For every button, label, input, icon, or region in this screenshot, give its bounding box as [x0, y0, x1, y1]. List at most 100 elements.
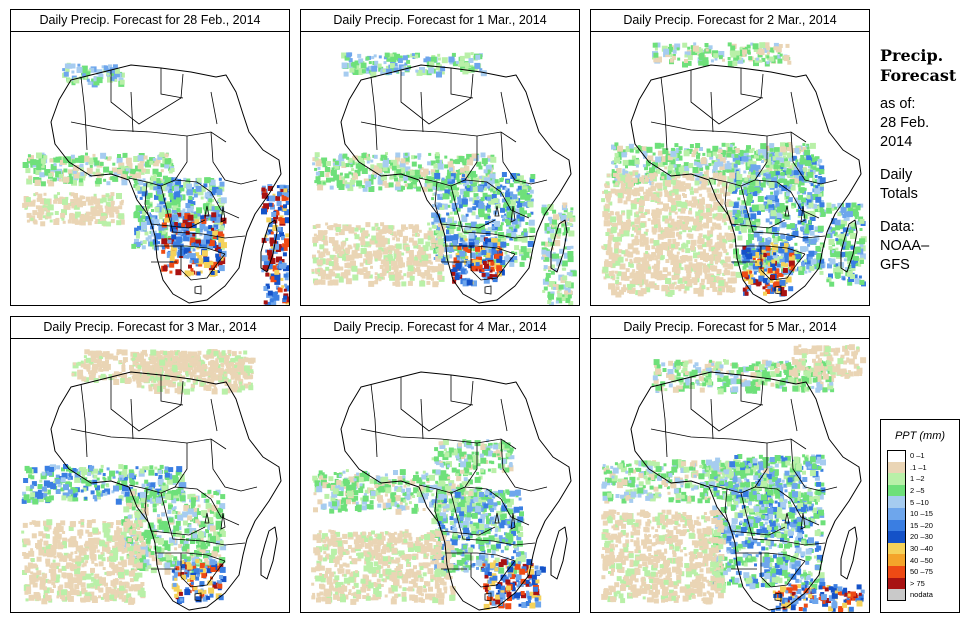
africa-map-svg	[601, 42, 867, 304]
country-border	[464, 179, 530, 219]
lake-outline	[510, 512, 516, 530]
country-border	[210, 91, 218, 125]
country-border	[754, 486, 820, 526]
country-border	[155, 552, 226, 562]
country-border	[130, 398, 134, 440]
country-border	[160, 185, 246, 239]
country-border	[400, 70, 474, 125]
legend-swatch	[887, 473, 906, 485]
precip-cells	[601, 42, 867, 298]
madagascar-coastline	[550, 219, 568, 273]
country-border	[735, 245, 806, 255]
country-border	[370, 76, 378, 151]
lake-outline	[774, 285, 782, 295]
lake-outline	[494, 512, 500, 524]
forecast-panel: Daily Precip. Forecast for 3 Mar., 2014	[10, 316, 290, 613]
country-border	[724, 488, 732, 532]
legend-label: 10 –15	[910, 509, 933, 519]
country-border	[708, 443, 768, 494]
country-border	[130, 91, 134, 133]
legend-swatch	[887, 554, 906, 566]
lake-outline	[800, 205, 806, 223]
panel-title: Daily Precip. Forecast for 28 Feb., 2014	[10, 9, 290, 32]
country-border	[418, 443, 478, 494]
country-border	[150, 219, 206, 229]
country-border	[180, 246, 226, 281]
lake-outline	[194, 592, 202, 602]
data-source-line-2: GFS	[880, 257, 910, 273]
lake-outline	[510, 205, 516, 223]
legend-swatch	[887, 565, 906, 578]
forecast-panel: Daily Precip. Forecast for 1 Mar., 2014	[300, 9, 580, 306]
country-border	[434, 181, 442, 225]
legend-item: > 75	[887, 577, 933, 590]
country-border	[210, 131, 258, 185]
legend-swatch	[887, 449, 906, 463]
country-border	[740, 375, 764, 406]
legend-item: 40 –50	[887, 554, 933, 566]
country-border	[144, 488, 152, 532]
legend-swatch	[887, 519, 906, 532]
legend-label: nodata	[910, 590, 933, 600]
country-border	[110, 377, 184, 432]
legend-list: 0 –1.1 –1 1 –2 2 –5 5 –10 10 –15 15 –20 20 –30…	[887, 449, 933, 602]
africa-coastline	[340, 64, 572, 304]
africa-coastline	[630, 371, 862, 611]
country-border	[420, 398, 424, 440]
africa-coastline	[630, 64, 862, 304]
country-border	[690, 377, 764, 432]
africa-map-svg	[601, 344, 867, 612]
country-border	[180, 553, 226, 588]
data-source-line-1: NOAA–	[880, 238, 930, 254]
legend-label: > 75	[910, 578, 925, 588]
legend-swatch	[887, 484, 906, 497]
forecast-panel: Daily Precip. Forecast for 4 Mar., 2014	[300, 316, 580, 613]
legend-item: 30 –40	[887, 542, 933, 555]
country-border	[790, 91, 798, 125]
country-border	[70, 428, 227, 450]
legend-swatch	[887, 461, 906, 474]
lake-outline	[194, 285, 202, 295]
panel-title: Daily Precip. Forecast for 1 Mar., 2014	[300, 9, 580, 32]
panel-title: Daily Precip. Forecast for 3 Mar., 2014	[10, 316, 290, 339]
country-border	[760, 553, 806, 588]
madagascar-coastline	[260, 526, 278, 580]
as-of-year: 2014	[880, 134, 913, 150]
country-border	[110, 70, 184, 125]
country-border	[445, 552, 516, 562]
country-border	[740, 185, 826, 239]
country-border	[754, 179, 820, 219]
legend-label: 20 –30	[910, 532, 933, 542]
precip-map	[300, 338, 580, 613]
legend-item: nodata	[887, 588, 933, 602]
country-border	[650, 121, 807, 143]
country-border	[690, 70, 764, 125]
country-border	[500, 131, 548, 185]
legend-item: 1 –2	[887, 473, 933, 485]
country-border	[174, 179, 240, 219]
legend-swatch	[887, 531, 906, 543]
legend-swatch	[887, 588, 906, 602]
country-border	[760, 246, 806, 281]
africa-coastline	[340, 371, 572, 611]
country-border	[470, 553, 516, 588]
country-border	[128, 443, 188, 494]
country-border	[360, 121, 517, 143]
country-border	[80, 76, 88, 151]
country-border	[740, 492, 826, 546]
legend-label: 50 –75	[910, 567, 933, 577]
legend-item: 5 –10	[887, 496, 933, 508]
totals-label-line-2: Totals	[880, 186, 918, 202]
precip-cells	[22, 62, 289, 305]
sidebar-title-line-2: Forecast	[880, 66, 957, 85]
country-border	[660, 76, 668, 151]
country-border	[710, 91, 714, 133]
country-border	[500, 91, 508, 125]
legend-item: 15 –20	[887, 519, 933, 532]
country-border	[174, 486, 240, 526]
legend-label: 5 –10	[910, 497, 929, 507]
legend-item: .1 –1	[887, 461, 933, 474]
madagascar-coastline	[840, 219, 858, 273]
country-border	[724, 181, 732, 225]
country-border	[150, 526, 206, 536]
